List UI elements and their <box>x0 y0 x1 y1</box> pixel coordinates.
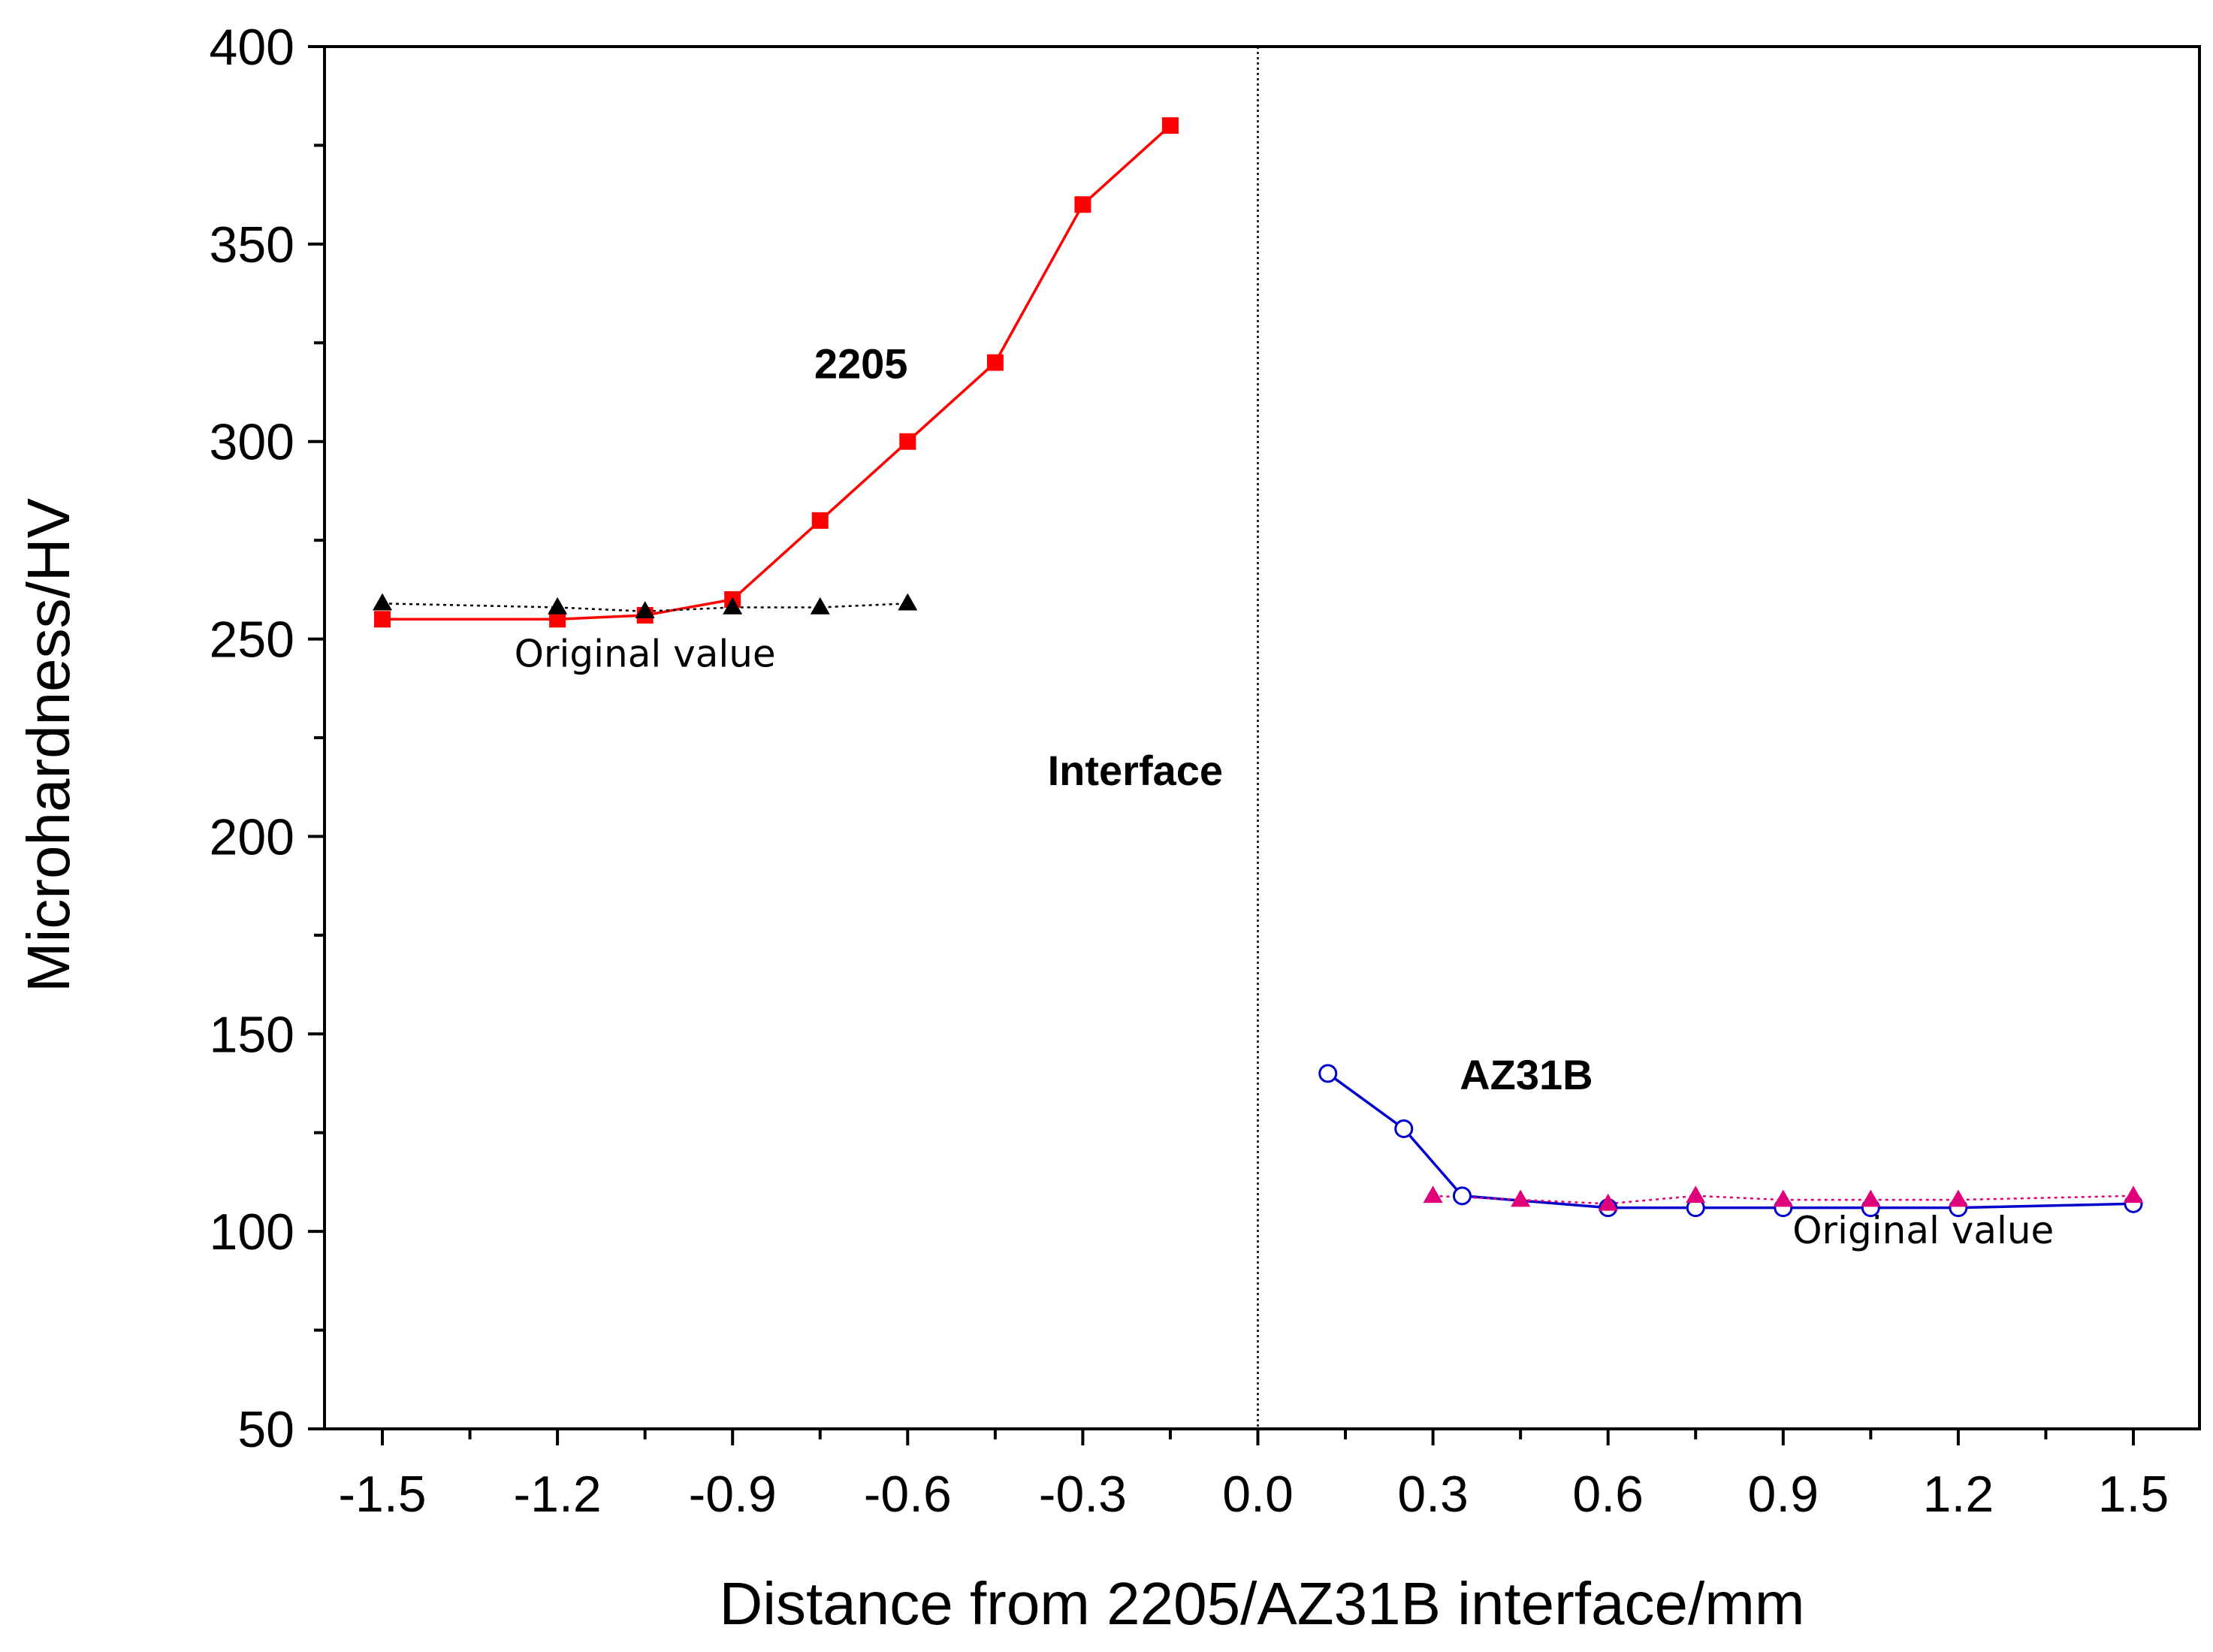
x-tick-label: -1.2 <box>514 1466 602 1523</box>
data-point-circle <box>1394 1119 1414 1138</box>
data-point-triangle <box>373 593 392 611</box>
series-line-0 <box>382 124 1172 621</box>
data-point-triangle <box>1598 1193 1618 1211</box>
x-tick-label: -1.5 <box>338 1466 426 1523</box>
data-point-triangle <box>1686 1185 1706 1204</box>
series-line-3 <box>1433 1194 2134 1205</box>
data-point-square <box>899 433 916 450</box>
data-point-circle <box>1318 1064 1338 1083</box>
data-point-square <box>1161 117 1179 134</box>
y-axis-title: Microhardness/HV <box>15 497 82 992</box>
x-tick-label: -0.3 <box>1039 1466 1127 1523</box>
data-point-triangle <box>1861 1189 1881 1207</box>
x-tick-label: 1.2 <box>1923 1466 1994 1523</box>
data-point-square <box>549 611 566 628</box>
y-tick-label: 150 <box>210 1006 294 1063</box>
data-point-triangle <box>810 596 830 615</box>
y-tick-label: 300 <box>210 414 294 471</box>
y-tick-label: 50 <box>237 1401 294 1458</box>
data-point-triangle <box>635 601 655 619</box>
data-point-triangle <box>548 596 568 615</box>
data-point-square <box>986 354 1004 371</box>
series-line-1 <box>382 603 908 613</box>
annotation-label: Original value <box>515 632 776 675</box>
x-tick-label: -0.6 <box>864 1466 952 1523</box>
x-tick-label: -0.9 <box>689 1466 777 1523</box>
x-tick-label: 0.6 <box>1572 1466 1644 1523</box>
x-tick-label: 0.9 <box>1748 1466 1819 1523</box>
data-point-triangle <box>2124 1185 2143 1204</box>
series-line-2 <box>1327 1072 2134 1210</box>
y-tick-label: 350 <box>210 216 294 273</box>
data-point-square <box>811 512 829 529</box>
y-tick-label: 100 <box>210 1204 294 1261</box>
data-point-triangle <box>1511 1189 1531 1207</box>
data-point-triangle <box>723 596 743 615</box>
y-tick-label: 250 <box>210 612 294 669</box>
data-point-square <box>374 611 391 628</box>
x-tick-label: 1.5 <box>2098 1466 2169 1523</box>
data-point-triangle <box>898 593 918 611</box>
data-point-triangle <box>1423 1185 1443 1204</box>
data-point-triangle <box>1773 1189 1793 1207</box>
data-point-triangle <box>1948 1189 1968 1207</box>
annotation-label: Original value <box>1792 1209 2054 1252</box>
annotation-label: AZ31B <box>1460 1051 1593 1098</box>
annotation-label: 2205 <box>814 340 908 388</box>
y-tick-label: 200 <box>210 808 294 865</box>
x-tick-label: 0.3 <box>1397 1466 1469 1523</box>
x-tick-label: 0.0 <box>1222 1466 1294 1523</box>
y-tick-label: 400 <box>210 19 294 76</box>
data-point-square <box>1074 196 1091 213</box>
annotation-label: Interface <box>1048 747 1223 794</box>
data-point-circle <box>1452 1186 1472 1206</box>
x-axis-title: Distance from 2205/AZ31B interface/mm <box>719 1570 1804 1637</box>
